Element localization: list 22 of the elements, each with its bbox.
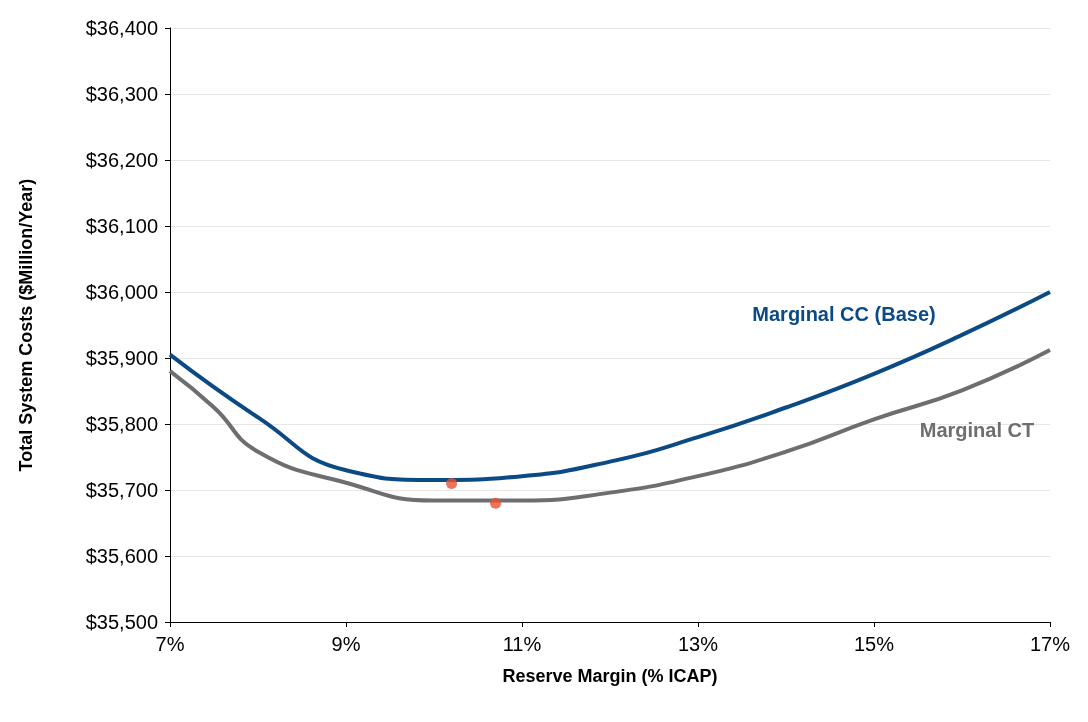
- y-axis-title: Total System Costs ($Million/Year): [16, 178, 36, 472]
- y-tick-label: $35,800: [85, 413, 158, 435]
- x-tick-label: 17%: [1029, 633, 1071, 655]
- series-label: Marginal CT: [919, 419, 1035, 442]
- y-tick-label: $35,900: [85, 347, 158, 369]
- y-tick-label: $36,100: [85, 215, 158, 237]
- x-tick-label: 13%: [677, 633, 719, 655]
- x-tick-label: 15%: [853, 633, 895, 655]
- y-tick-label: $35,700: [85, 479, 158, 501]
- line-series: [168, 290, 1052, 483]
- series-label: Marginal CC (Base): [752, 302, 936, 325]
- y-tick-label: $36,000: [85, 281, 158, 303]
- x-tick-label: 11%: [502, 633, 542, 655]
- y-tick-label: $36,200: [85, 149, 158, 171]
- x-axis-title: Reserve Margin (% ICAP): [502, 666, 718, 686]
- y-tick-label: $36,300: [85, 83, 158, 105]
- y-tick-label: $35,500: [85, 611, 158, 633]
- y-tick-label: $36,400: [85, 17, 158, 39]
- x-tick-label: 9%: [331, 633, 361, 655]
- y-tick-label: $35,600: [85, 545, 158, 567]
- x-tick-label: 7%: [155, 633, 185, 655]
- line-series: [168, 348, 1052, 503]
